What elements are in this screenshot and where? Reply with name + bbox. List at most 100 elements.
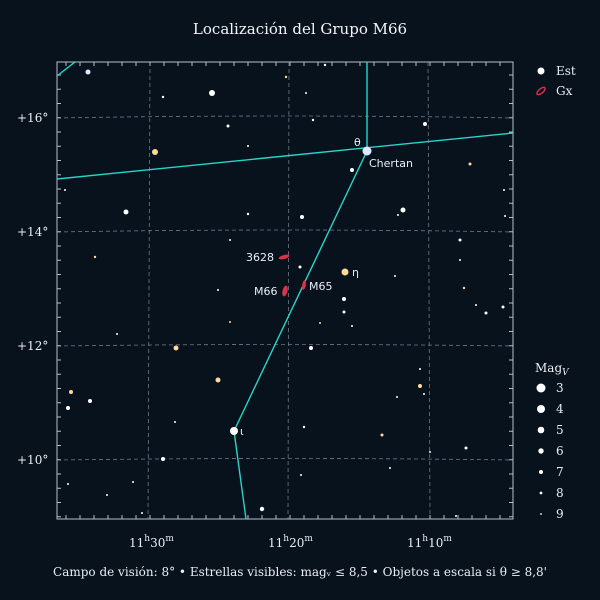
star [141, 512, 143, 514]
star [259, 506, 265, 512]
footer-caption: Campo de visión: 8° • Estrellas visibles… [53, 565, 547, 579]
star [217, 289, 219, 291]
star [429, 451, 431, 453]
star [319, 322, 321, 324]
star [88, 399, 92, 403]
star [305, 92, 307, 94]
coordinate-grid [57, 62, 513, 519]
star [229, 239, 231, 241]
star [311, 118, 315, 122]
chertan-label: Chertan [369, 157, 413, 170]
star-eta[interactable] [341, 268, 349, 276]
star [93, 255, 97, 259]
iota-label: ι [240, 425, 244, 438]
star [342, 297, 346, 301]
ra-label-1120: 11h20m [268, 534, 313, 550]
dec-label-12: +12° [17, 339, 48, 353]
legend-mag-dot [539, 470, 543, 474]
ra-label-1130: 11h30m [129, 534, 174, 550]
legend-galaxy-label: Gx [556, 84, 573, 98]
star [298, 265, 302, 269]
galaxy-m66[interactable] [281, 285, 289, 297]
legend-mag-label: 8 [556, 486, 564, 500]
star [389, 467, 391, 469]
star [132, 481, 134, 483]
chart-title: Localización del Grupo M66 [192, 20, 408, 38]
ngc3628-label: 3628 [246, 251, 274, 264]
star [423, 393, 425, 395]
star [396, 396, 398, 398]
star [247, 145, 249, 147]
legend-mag-dot [540, 513, 542, 515]
legend-magnitudes: MagV 3 4 5 6 7 8 9 [535, 361, 570, 521]
star [394, 275, 396, 277]
star [475, 304, 477, 306]
star [342, 310, 346, 314]
star [66, 406, 70, 410]
star [400, 207, 406, 213]
legend-star-icon [537, 67, 545, 75]
star [152, 149, 158, 155]
theta-label: θ [354, 136, 361, 149]
star [418, 384, 422, 388]
legend-mag-title: MagV [535, 361, 570, 378]
star [302, 425, 306, 429]
legend-mag-label: 6 [556, 444, 564, 458]
star [173, 345, 179, 351]
legend-mag-dot [538, 448, 544, 454]
star [67, 483, 69, 485]
galaxy-m65[interactable] [301, 280, 306, 290]
constellation-lines [57, 62, 513, 519]
legend-mag-dot [539, 491, 543, 495]
star [419, 368, 421, 370]
star [284, 75, 288, 79]
star [229, 321, 231, 323]
legend-mag-label: 7 [556, 465, 564, 479]
legend-mag-label: 3 [556, 381, 564, 395]
star [69, 390, 73, 394]
star [468, 162, 472, 166]
background-stars [64, 63, 506, 517]
galaxy-ngc3628[interactable] [278, 254, 290, 261]
dec-label-14: +14° [17, 225, 48, 239]
star [215, 377, 221, 383]
star [484, 311, 488, 315]
legend-mag-label: 4 [556, 402, 564, 416]
star [458, 238, 462, 242]
star [226, 124, 230, 128]
star [309, 346, 313, 350]
star-iota[interactable] [230, 427, 238, 435]
m66-label: M66 [254, 285, 278, 298]
star [246, 212, 250, 216]
legend-mag-dot [536, 383, 546, 393]
legend-types: Est Gx [536, 64, 576, 98]
star [123, 209, 129, 215]
star [459, 259, 461, 261]
star [501, 305, 505, 309]
dec-label-16: +16° [17, 111, 48, 125]
star [106, 494, 108, 496]
star [423, 122, 427, 126]
frame-ticks [57, 62, 513, 519]
star [462, 286, 466, 290]
star [161, 457, 165, 461]
star-chertan[interactable] [362, 146, 372, 156]
legend-mag-dot [537, 426, 545, 434]
star [174, 421, 176, 423]
star [380, 433, 384, 437]
star [503, 189, 505, 191]
star [116, 333, 118, 335]
dec-label-10: +10° [17, 453, 48, 467]
star [504, 215, 506, 217]
legend-galaxy-icon [536, 86, 546, 96]
map-frame [56, 61, 514, 520]
star [209, 90, 215, 96]
legend-mag-label: 9 [556, 507, 564, 521]
star [455, 515, 457, 517]
star [300, 474, 302, 476]
ra-label-1110: 11h10m [407, 534, 452, 550]
star [397, 214, 399, 216]
legend-mag-dot [537, 405, 545, 413]
star [323, 63, 327, 67]
